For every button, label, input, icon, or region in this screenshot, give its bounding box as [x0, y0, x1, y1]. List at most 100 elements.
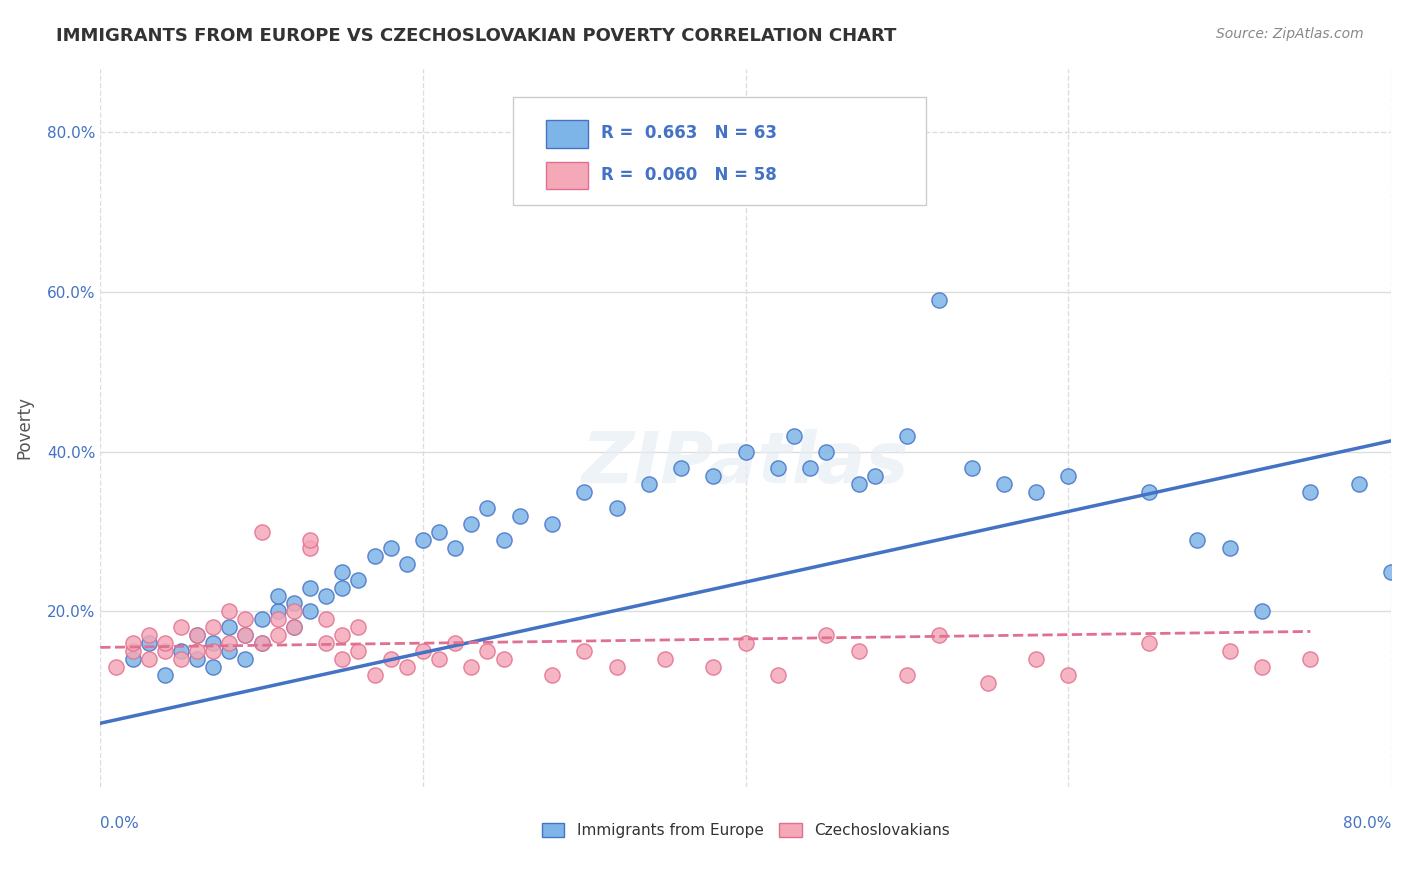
- Point: [1187, 533, 1209, 547]
- Point: [606, 660, 628, 674]
- Point: [267, 605, 290, 619]
- Point: [138, 628, 160, 642]
- Text: Source: ZipAtlas.com: Source: ZipAtlas.com: [1216, 27, 1364, 41]
- Point: [267, 612, 290, 626]
- Point: [460, 516, 482, 531]
- Point: [235, 612, 257, 626]
- Point: [896, 429, 918, 443]
- Point: [1347, 476, 1369, 491]
- Text: 0.0%: 0.0%: [100, 816, 139, 830]
- Point: [702, 468, 724, 483]
- Point: [477, 644, 499, 658]
- Point: [444, 541, 467, 555]
- Point: [347, 644, 370, 658]
- Point: [235, 628, 257, 642]
- Point: [202, 644, 225, 658]
- Point: [654, 652, 676, 666]
- FancyBboxPatch shape: [546, 120, 588, 147]
- Point: [218, 636, 240, 650]
- Point: [1057, 468, 1080, 483]
- Point: [427, 524, 450, 539]
- Point: [815, 444, 838, 458]
- Point: [815, 628, 838, 642]
- Point: [186, 628, 208, 642]
- Point: [153, 644, 176, 658]
- Point: [1379, 565, 1402, 579]
- Point: [218, 644, 240, 658]
- Point: [138, 652, 160, 666]
- Point: [1251, 605, 1274, 619]
- Point: [492, 533, 515, 547]
- Point: [444, 636, 467, 650]
- Point: [315, 636, 337, 650]
- Point: [380, 652, 402, 666]
- Point: [250, 524, 273, 539]
- Point: [1299, 652, 1322, 666]
- Point: [330, 565, 353, 579]
- Point: [202, 620, 225, 634]
- Point: [477, 500, 499, 515]
- Text: ZIPatlas: ZIPatlas: [582, 429, 910, 499]
- Point: [153, 636, 176, 650]
- Point: [250, 636, 273, 650]
- Point: [1137, 484, 1160, 499]
- Point: [330, 581, 353, 595]
- Point: [363, 668, 385, 682]
- Point: [170, 620, 193, 634]
- Point: [363, 549, 385, 563]
- Point: [896, 668, 918, 682]
- Point: [928, 628, 950, 642]
- Point: [105, 660, 128, 674]
- Point: [153, 668, 176, 682]
- Point: [218, 605, 240, 619]
- Point: [186, 644, 208, 658]
- Point: [766, 668, 789, 682]
- Point: [848, 476, 870, 491]
- Point: [637, 476, 659, 491]
- Point: [218, 620, 240, 634]
- Point: [606, 500, 628, 515]
- Text: 80.0%: 80.0%: [1343, 816, 1391, 830]
- FancyBboxPatch shape: [546, 162, 588, 189]
- Point: [993, 476, 1015, 491]
- Point: [848, 644, 870, 658]
- Point: [283, 620, 305, 634]
- Point: [235, 652, 257, 666]
- Point: [799, 460, 821, 475]
- Point: [1251, 660, 1274, 674]
- Point: [170, 652, 193, 666]
- Point: [574, 644, 596, 658]
- Point: [1137, 636, 1160, 650]
- Point: [492, 652, 515, 666]
- Point: [186, 652, 208, 666]
- Legend: Immigrants from Europe, Czechoslovakians: Immigrants from Europe, Czechoslovakians: [536, 817, 956, 844]
- Point: [235, 628, 257, 642]
- Point: [412, 644, 434, 658]
- Point: [928, 293, 950, 307]
- Point: [250, 636, 273, 650]
- Text: IMMIGRANTS FROM EUROPE VS CZECHOSLOVAKIAN POVERTY CORRELATION CHART: IMMIGRANTS FROM EUROPE VS CZECHOSLOVAKIA…: [56, 27, 897, 45]
- Point: [574, 484, 596, 499]
- Point: [541, 668, 564, 682]
- Point: [347, 573, 370, 587]
- Point: [267, 589, 290, 603]
- Point: [267, 628, 290, 642]
- Y-axis label: Poverty: Poverty: [15, 396, 32, 459]
- Point: [541, 516, 564, 531]
- Point: [315, 612, 337, 626]
- Point: [669, 460, 692, 475]
- Point: [766, 460, 789, 475]
- Point: [1025, 484, 1047, 499]
- Point: [1219, 541, 1241, 555]
- Text: R =  0.663   N = 63: R = 0.663 N = 63: [600, 124, 778, 142]
- Point: [121, 652, 143, 666]
- Point: [202, 636, 225, 650]
- Point: [863, 468, 886, 483]
- Point: [298, 533, 321, 547]
- Point: [960, 460, 983, 475]
- Point: [170, 644, 193, 658]
- Point: [412, 533, 434, 547]
- Point: [250, 612, 273, 626]
- Point: [298, 541, 321, 555]
- Point: [121, 636, 143, 650]
